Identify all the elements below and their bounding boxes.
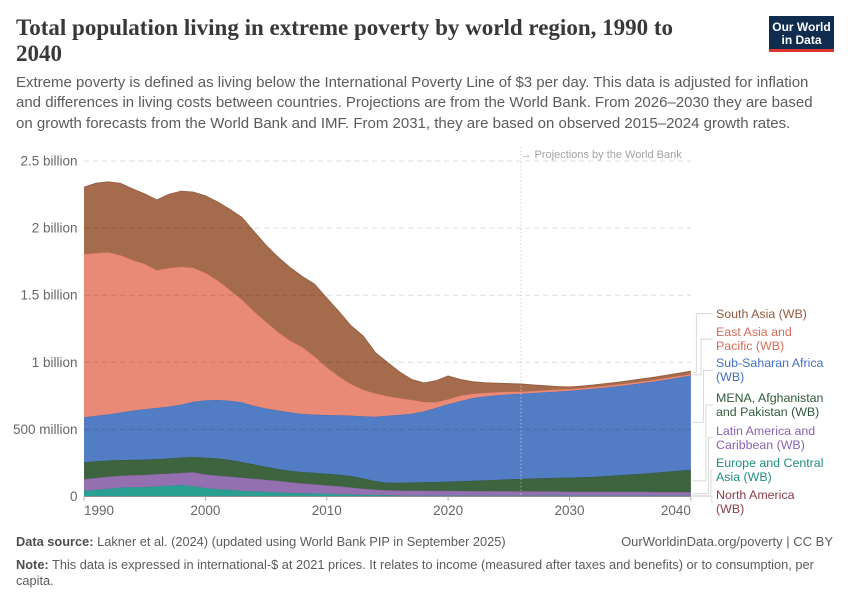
svg-text:2010: 2010 bbox=[312, 503, 342, 518]
svg-text:500 million: 500 million bbox=[13, 422, 78, 437]
svg-text:1.5 billion: 1.5 billion bbox=[20, 288, 77, 303]
svg-text:2.5 billion: 2.5 billion bbox=[20, 154, 77, 169]
svg-text:1 billion: 1 billion bbox=[32, 355, 78, 370]
svg-text:2 billion: 2 billion bbox=[32, 221, 78, 236]
svg-text:1990: 1990 bbox=[84, 503, 114, 518]
svg-text:2030: 2030 bbox=[554, 503, 584, 518]
svg-text:2040: 2040 bbox=[661, 503, 691, 518]
svg-text:2020: 2020 bbox=[433, 503, 463, 518]
svg-text:2000: 2000 bbox=[190, 503, 220, 518]
svg-text:0: 0 bbox=[70, 489, 78, 504]
svg-text:→ Projections by the World Ban: → Projections by the World Bank bbox=[521, 149, 683, 161]
